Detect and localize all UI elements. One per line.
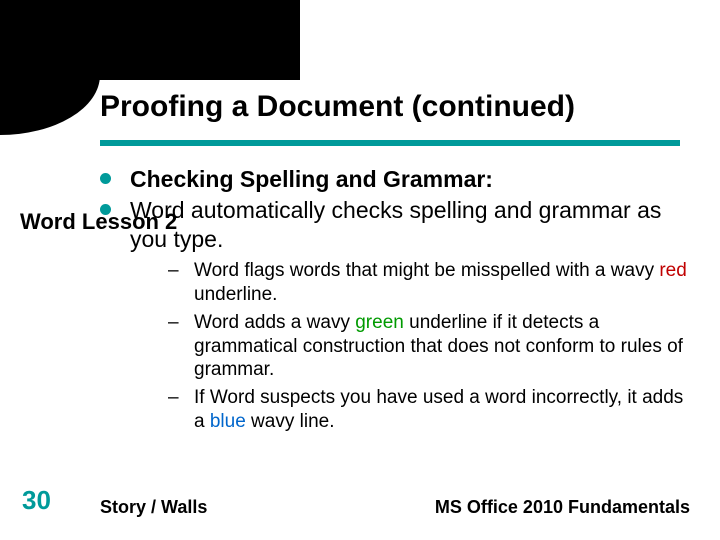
- bullet-dot-icon: [100, 173, 111, 184]
- sub-text-post: wavy line.: [246, 411, 335, 432]
- bullet-text: Checking Spelling and Grammar:: [130, 166, 493, 192]
- bullet-item: Checking Spelling and Grammar:: [100, 165, 690, 194]
- slide-title: Proofing a Document (continued): [100, 90, 680, 124]
- dash-icon: –: [168, 386, 179, 410]
- content-area: Checking Spelling and Grammar: Word auto…: [100, 165, 690, 438]
- corner-curve: [0, 0, 100, 135]
- sub-bullet-item: – Word adds a wavy green underline if it…: [168, 311, 690, 382]
- sub-text-post: underline.: [194, 284, 277, 305]
- sub-bullet-list: – Word flags words that might be misspel…: [168, 259, 690, 433]
- colored-word-green: green: [355, 312, 404, 333]
- sub-text-pre: Word flags words that might be misspelle…: [194, 260, 659, 281]
- page-number: 30: [22, 485, 51, 516]
- bullet-item: Word automatically checks spelling and g…: [100, 196, 690, 434]
- footer-right: MS Office 2010 Fundamentals: [435, 497, 690, 518]
- bullet-list: Checking Spelling and Grammar: Word auto…: [100, 165, 690, 434]
- dash-icon: –: [168, 311, 179, 335]
- slide: Proofing a Document (continued) Word Les…: [0, 0, 720, 540]
- dash-icon: –: [168, 259, 179, 283]
- footer-left: Story / Walls: [100, 497, 207, 518]
- bullet-dot-icon: [100, 204, 111, 215]
- accent-bar: [100, 140, 680, 146]
- colored-word-red: red: [659, 260, 686, 281]
- bullet-text: Word automatically checks spelling and g…: [130, 197, 661, 252]
- sub-bullet-item: – If Word suspects you have used a word …: [168, 386, 690, 434]
- colored-word-blue: blue: [210, 411, 246, 432]
- sub-text-pre: Word adds a wavy: [194, 312, 355, 333]
- sub-bullet-item: – Word flags words that might be misspel…: [168, 259, 690, 307]
